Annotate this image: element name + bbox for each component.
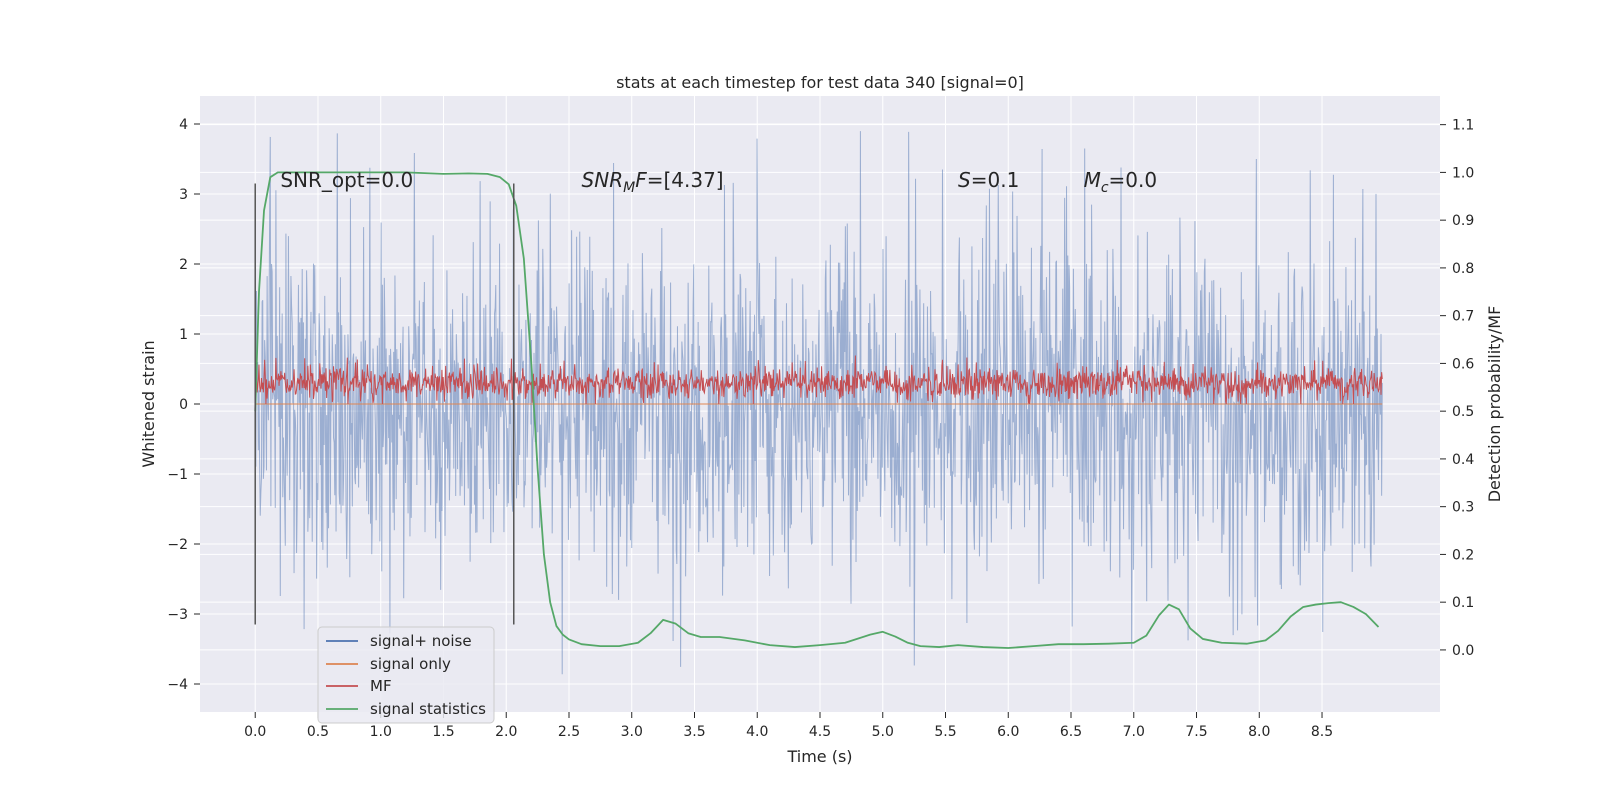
x-tick-label: 4.0 (746, 724, 768, 740)
y-right-tick-label: 1.1 (1452, 118, 1474, 134)
y-left-tick-label: −2 (167, 537, 188, 553)
y-left-tick-label: 0 (179, 397, 188, 413)
y-right-tick-label: 0.6 (1452, 356, 1474, 372)
x-tick-label: 0.5 (307, 724, 329, 740)
legend: signal+ noise signal only MF signal stat… (317, 626, 495, 724)
legend-label-signal-only: signal only (370, 655, 451, 673)
x-tick-label: 2.0 (495, 724, 517, 740)
y-axis-right-label: Detection probability/MF (1485, 306, 1504, 503)
x-tick-label: 2.5 (558, 724, 580, 740)
y-right-tick-label: 0.5 (1452, 404, 1474, 420)
y-right-tick-label: 0.2 (1452, 547, 1474, 563)
legend-label-signal-statistics: signal statistics (370, 700, 486, 718)
annotations: SNR_opt=0.0 SNRMF=[4.37] S=0.1 Mc=0.0 (280, 168, 1157, 196)
x-tick-label: 7.5 (1185, 724, 1207, 740)
x-tick-label: 6.0 (997, 724, 1019, 740)
y-left-tick-label: 1 (179, 327, 188, 343)
x-tick-label: 6.5 (1060, 724, 1082, 740)
chart-title: stats at each timestep for test data 340… (616, 73, 1024, 92)
y-axis-left-label: Whitened strain (139, 340, 158, 467)
y-left-tick-label: 2 (179, 257, 188, 273)
legend-label-mf: MF (370, 677, 392, 695)
y-left-tick-label: −1 (167, 467, 188, 483)
y-right-tick-label: 0.3 (1452, 500, 1474, 516)
x-tick-label: 8.0 (1248, 724, 1270, 740)
x-tick-label: 8.5 (1311, 724, 1333, 740)
x-tick-label: 5.5 (934, 724, 956, 740)
data-layer (254, 131, 1383, 675)
y-right-tick-label: 1.0 (1452, 165, 1474, 181)
x-tick-label: 4.5 (809, 724, 831, 740)
y-right-tick-label: 0.8 (1452, 261, 1474, 277)
y-right-tick-label: 0.9 (1452, 213, 1474, 229)
annotation: SNR_opt=0.0 (280, 168, 413, 192)
legend-label-signal-noise: signal+ noise (370, 632, 472, 650)
series-mf (254, 355, 1383, 405)
y-left-tick-label: −3 (167, 607, 188, 623)
x-tick-label: 7.0 (1123, 724, 1145, 740)
y-right-tick-label: 0.1 (1452, 595, 1474, 611)
x-tick-label: 1.0 (370, 724, 392, 740)
y-left-tick-label: 4 (179, 117, 188, 133)
annotation: SNRMF=[4.37] (582, 168, 724, 196)
series-signal-statistics (254, 171, 1380, 649)
x-tick-label: 3.0 (621, 724, 643, 740)
legend-box (317, 626, 495, 724)
y-right-tick-label: 0.7 (1452, 309, 1474, 325)
y-left-tick-label: −4 (167, 677, 188, 693)
annotation: Mc=0.0 (1084, 168, 1158, 196)
x-tick-label: 0.0 (244, 724, 266, 740)
annotation: S=0.1 (958, 168, 1019, 192)
x-tick-label: 3.5 (683, 724, 705, 740)
x-tick-label: 1.5 (432, 724, 454, 740)
y-left-tick-label: 3 (179, 187, 188, 203)
x-axis-label: Time (s) (786, 747, 852, 766)
axes: 0.0 0.5 1.0 1.5 2.0 2.5 3.0 3.5 4.0 4.5 5.0 5.5 6.0 6… (167, 117, 1474, 740)
y-right-tick-label: 0.4 (1452, 452, 1474, 468)
vertical-markers (254, 183, 515, 625)
y-right-tick-label: 0.0 (1452, 643, 1474, 659)
x-tick-label: 5.0 (872, 724, 894, 740)
